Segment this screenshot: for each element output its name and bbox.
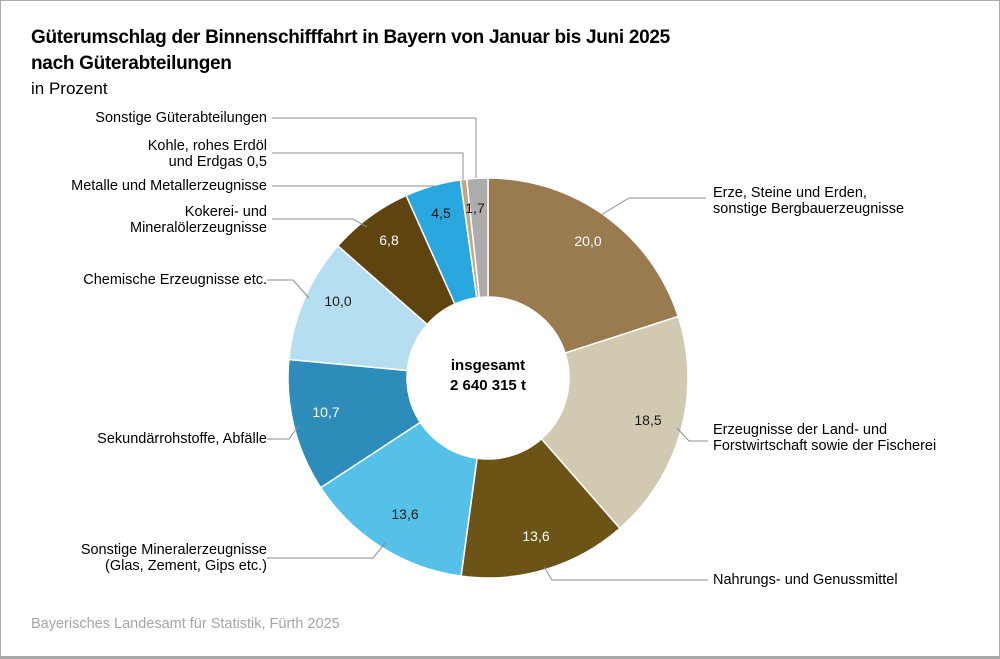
segment-sonstige-mineralerzeugnisse xyxy=(319,421,478,578)
leader-kokerei-mineraloel xyxy=(272,218,368,228)
value-label-nahrungs-genussmittel: 13,6 xyxy=(522,528,549,544)
leader-chemische-erzeugnisse xyxy=(267,279,310,299)
leader-sonstige-gueterabteilungen xyxy=(272,117,477,178)
value-label-sonstige-gueterabteilungen: 1,7 xyxy=(465,200,485,216)
callout-chemische-erzeugnisse: Chemische Erzeugnisse etc. xyxy=(83,272,267,288)
callout-sonstige-mineralerzeugnisse: Sonstige Mineralerzeugnisse (Glas, Zemen… xyxy=(80,542,267,574)
leader-sekundaerrohstoffe-abfaelle xyxy=(267,424,300,440)
total-caption: insgesamt xyxy=(450,357,526,374)
segment-nahrungs-genussmittel xyxy=(460,437,621,579)
leader-kohle-erdoel-erdgas xyxy=(272,152,464,180)
leader-nahrungs-genussmittel xyxy=(543,566,708,581)
value-label-erze-steine-erden: 20,0 xyxy=(574,233,601,249)
chart-subtitle: in Prozent xyxy=(31,79,108,98)
leader-land-forstwirtschaft xyxy=(676,427,708,442)
callout-erze-steine-erden: Erze, Steine und Erden, sonstige Bergbau… xyxy=(713,185,905,217)
value-label-kokerei-mineraloel: 6,8 xyxy=(379,232,399,248)
value-label-chemische-erzeugnisse: 10,0 xyxy=(324,293,351,309)
callout-metalle: Metalle und Metallerzeugnisse xyxy=(71,178,267,194)
segment-sonstige-gueterabteilungen xyxy=(465,177,489,299)
segment-land-forstwirtschaft xyxy=(540,315,689,530)
callout-sonstige-gueterabteilungen: Sonstige Güterabteilungen xyxy=(95,110,267,126)
value-label-land-forstwirtschaft: 18,5 xyxy=(634,412,661,428)
chart-title-line2: nach Güterabteilungen xyxy=(31,53,232,74)
callout-nahrungs-genussmittel: Nahrungs- und Genussmittel xyxy=(713,572,898,588)
callout-kokerei-mineraloel: Kokerei- und Mineralölerzeugnisse xyxy=(129,204,267,236)
source-note: Bayerisches Landesamt für Statistik, Für… xyxy=(31,616,340,632)
segment-erze-steine-erden xyxy=(487,177,680,355)
value-label-metalle: 4,5 xyxy=(431,205,451,221)
callout-land-forstwirtschaft: Erzeugnisse der Land- und Forstwirtschaf… xyxy=(713,422,937,454)
leader-erze-steine-erden xyxy=(600,197,706,216)
leader-sonstige-mineralerzeugnisse xyxy=(267,541,387,559)
callout-sekundaerrohstoffe: Sekundärrohstoffe, Abfälle xyxy=(97,431,267,447)
callout-kohle-erdoel-erdgas: Kohle, rohes Erdöl und Erdgas 0,5 xyxy=(147,138,267,170)
chart-title-line1: Güterumschlag der Binnenschifffahrt in B… xyxy=(31,27,670,48)
donut-center-total: insgesamt 2 640 315 t xyxy=(388,356,588,396)
value-label-sonstige-mineralerzeugnisse: 13,6 xyxy=(391,506,418,522)
value-label-sekundaerrohstoffe-abfaelle: 10,7 xyxy=(312,404,339,420)
total-value: 2 640 315 t xyxy=(450,377,526,394)
chart-header: Güterumschlag der Binnenschifffahrt in B… xyxy=(31,25,670,101)
